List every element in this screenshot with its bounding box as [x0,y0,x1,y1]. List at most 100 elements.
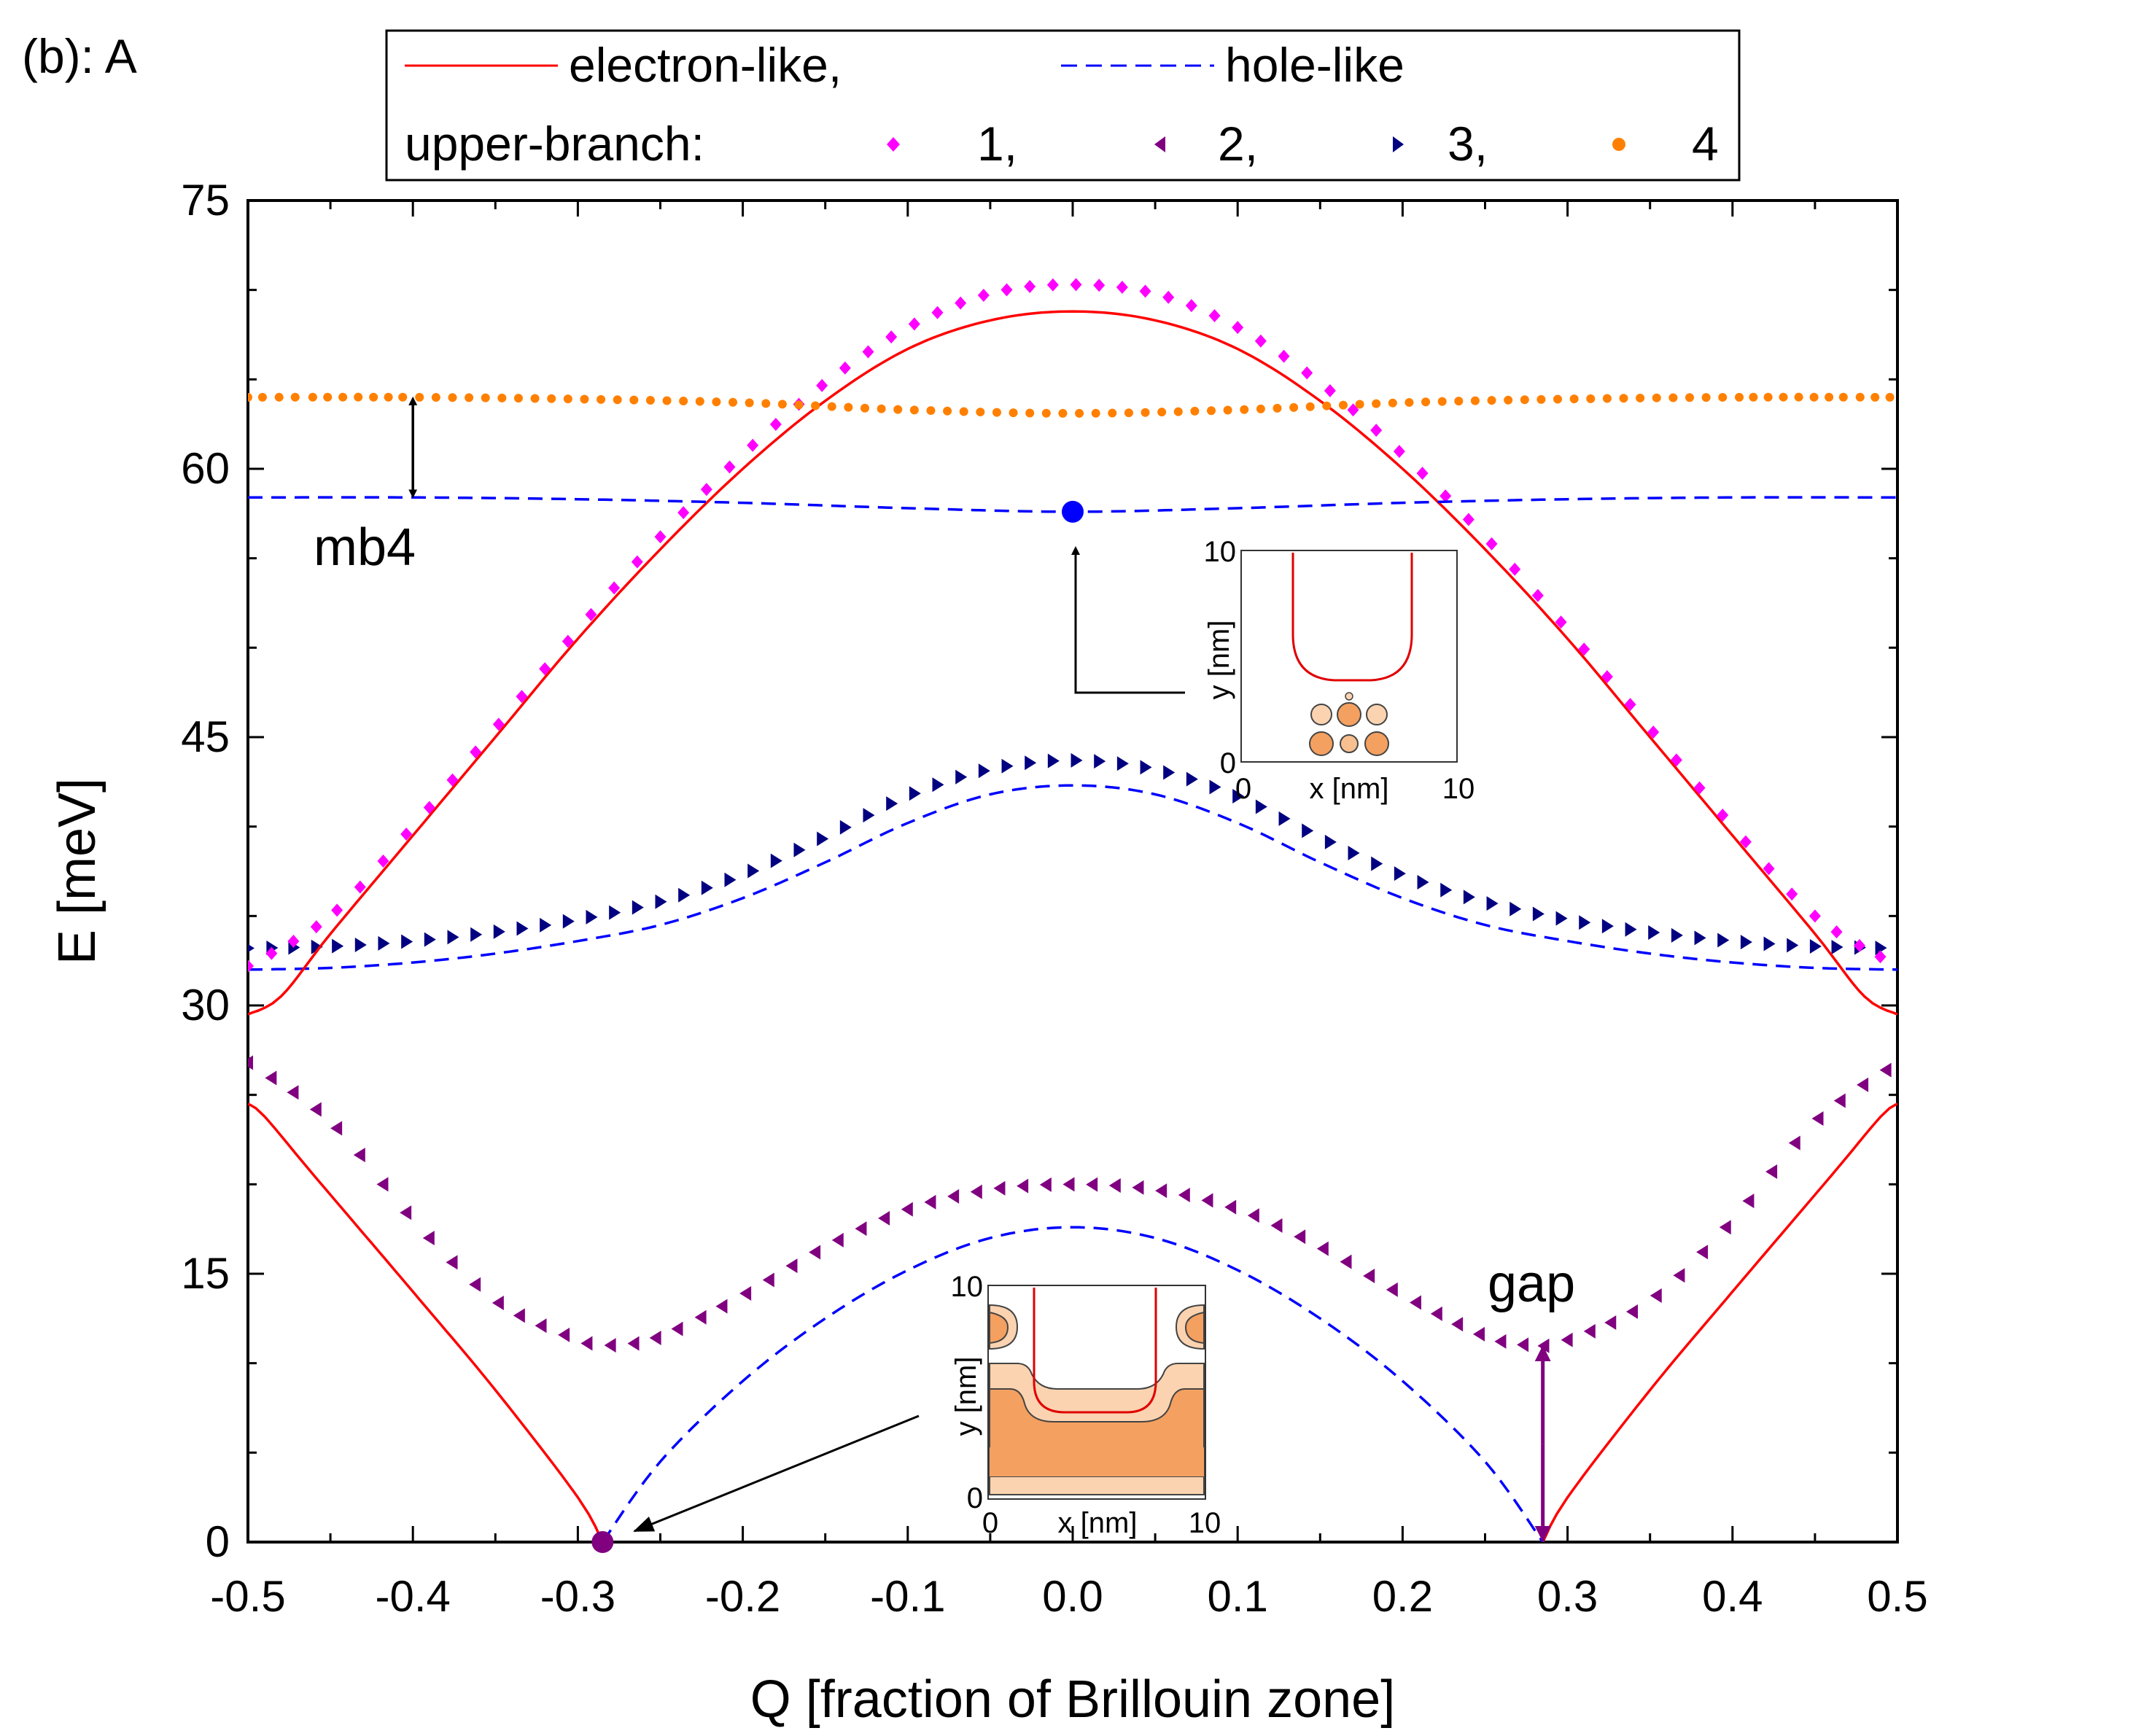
inset-top-xtick-left: 0 [1235,773,1251,805]
marker-upper-branch-1 [1024,279,1036,293]
marker-upper-branch-1 [470,745,482,759]
marker-upper-branch-1 [677,506,690,520]
marker-upper-branch-2 [785,1258,798,1274]
marker-upper-branch-2 [1583,1323,1596,1339]
marker-upper-branch-2 [1270,1218,1283,1233]
marker-upper-branch-1 [1509,562,1521,576]
marker-upper-branch-1 [1208,309,1221,323]
series-upper-branch-3 [248,752,1887,956]
marker-upper-branch-1 [1578,642,1590,656]
annotation-arrows [408,396,1551,1542]
inset-bottom-density [989,1304,1205,1495]
marker-upper-branch-4 [777,400,787,409]
marker-upper-branch-2 [580,1336,593,1351]
marker-upper-branch-4 [992,408,1001,417]
marker-upper-branch-3 [1163,765,1176,780]
marker-upper-branch-1 [1324,384,1336,397]
series-upper-branch-4 [248,392,1895,418]
marker-upper-branch-4 [1091,408,1100,418]
inset-top-density [1309,692,1389,756]
marker-upper-branch-2 [1696,1245,1709,1260]
marker-upper-branch-4 [481,393,490,402]
marker-upper-branch-2 [535,1318,547,1334]
x-tick-label: 0.3 [1537,1572,1598,1621]
marker-upper-branch-4 [308,392,317,402]
marker-upper-branch-1 [1232,321,1244,335]
marker-upper-branch-4 [1668,393,1678,402]
marker-upper-branch-2 [1857,1077,1869,1092]
marker-upper-branch-3 [1071,752,1083,768]
marker-upper-branch-3 [886,796,898,811]
marker-upper-branch-3 [609,905,621,920]
marker-upper-branch-2 [809,1245,821,1260]
marker-upper-branch-4 [431,393,440,402]
marker-upper-branch-3 [1324,834,1337,849]
marker-upper-branch-3 [1694,930,1706,946]
series-electron-like-low- [248,1102,604,1542]
marker-upper-branch-1 [1116,281,1128,295]
marker-upper-branch-4 [597,394,606,404]
marker-upper-branch-4 [1190,406,1200,416]
marker-upper-branch-4 [794,400,804,410]
marker-upper-branch-3 [770,853,782,868]
x-tick-label: -0.1 [870,1572,945,1621]
marker-upper-branch-4 [943,406,952,416]
inset-bottom-xlabel: x [nm] [1058,1507,1138,1539]
series-electron-like-low-right- [1542,1102,1897,1542]
marker-upper-branch-3 [1348,846,1360,861]
marker-upper-branch-3 [1809,939,1822,954]
marker-upper-branch-3 [1601,919,1614,934]
marker-upper-branch-4 [679,396,688,405]
marker-upper-branch-2 [1742,1194,1755,1209]
marker-upper-branch-1 [1370,424,1383,437]
legend-branch3-label: 3, [1448,117,1488,171]
marker-upper-branch-3 [1025,755,1037,771]
marker-upper-branch-4 [274,392,284,402]
marker-upper-branch-4 [1652,393,1661,402]
marker-upper-branch-2 [422,1230,435,1245]
x-tick-label: 0.5 [1867,1572,1927,1621]
marker-upper-branch-2 [1788,1135,1800,1151]
marker-upper-branch-1 [769,418,782,432]
marker-upper-branch-3 [1255,799,1267,814]
marker-upper-branch-3 [1875,941,1887,956]
marker-upper-branch-1 [585,607,597,621]
marker-upper-branch-1 [354,880,366,894]
y-tick-label: 60 [181,444,230,493]
legend-branch1-label: 1, [977,117,1017,171]
marker-upper-branch-4 [1240,405,1249,414]
marker-upper-branch-1 [287,934,300,948]
state-points [591,500,1084,1553]
marker-upper-branch-1 [723,460,736,474]
marker-upper-branch-2 [1561,1332,1573,1347]
marker-upper-branch-1 [1624,698,1636,712]
marker-upper-branch-1 [1393,445,1405,459]
marker-upper-branch-2 [604,1338,616,1353]
series-hole-like-middle- [248,784,1897,971]
marker-upper-branch-4 [645,396,655,405]
marker-upper-branch-4 [248,392,252,402]
marker-upper-branch-4 [1289,402,1299,412]
y-tick-label: 45 [181,712,230,761]
marker-upper-branch-2 [1039,1177,1052,1192]
marker-upper-branch-1 [492,717,505,731]
marker-upper-branch-3 [516,921,529,936]
marker-upper-branch-1 [423,801,435,814]
marker-upper-branch-4 [323,392,333,402]
marker-upper-branch-1 [1647,725,1660,739]
legend-branch4-marker [1612,138,1625,151]
marker-upper-branch-4 [1157,408,1167,417]
marker-upper-branch-4 [1338,400,1348,410]
marker-upper-branch-1 [1555,615,1567,629]
marker-upper-branch-3 [1486,896,1499,911]
marker-upper-branch-3 [378,935,390,951]
y-tick-label: 30 [181,981,230,1029]
y-tick-label: 0 [206,1517,230,1566]
marker-upper-branch-2 [1765,1164,1778,1179]
marker-upper-branch-1 [1485,537,1498,550]
marker-upper-branch-4 [1586,394,1596,403]
marker-upper-branch-4 [1124,408,1133,418]
marker-upper-branch-4 [976,408,985,417]
y-tick-label: 75 [181,176,230,225]
marker-upper-branch-1 [265,946,278,960]
